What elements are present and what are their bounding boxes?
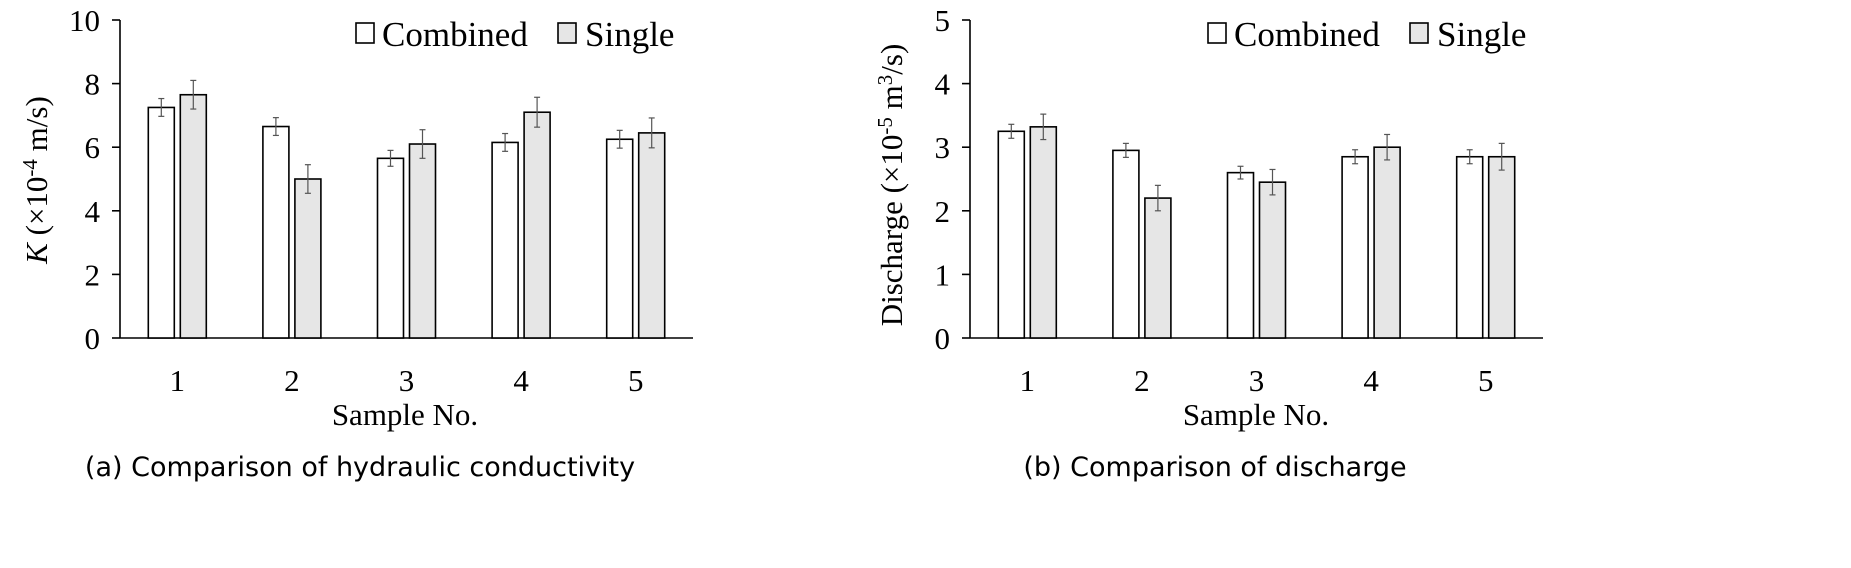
error-bar-a-single-1	[190, 79, 197, 110]
x-tick-label-a-3: 3	[399, 363, 415, 398]
x-tick-label-a-4: 4	[513, 363, 529, 398]
y-tick-label-a-0: 0	[85, 321, 101, 356]
x-tick-label-b-3: 3	[1249, 363, 1265, 398]
error-bar-a-combined-3	[387, 149, 394, 167]
y-tick-label-b-1: 1	[935, 257, 951, 292]
error-bar-b-single-1	[1040, 113, 1047, 141]
bar-a-single-2	[294, 178, 322, 339]
y-axis-title-b-exp2: 3	[873, 75, 897, 86]
y-axis-title-b-close: /s)	[874, 44, 909, 75]
y-ticks-a: 0 2 4 6 8 10	[69, 3, 120, 356]
legend-label-single-b: Single	[1437, 15, 1526, 54]
y-tick-label-b-5: 5	[935, 3, 951, 38]
bar-b-single-1	[1029, 126, 1058, 339]
bar-b-single-2	[1144, 197, 1172, 339]
y-axis-title-close: m/s)	[19, 96, 54, 159]
bar-a-single-4	[523, 111, 551, 339]
bar-a-combined-4	[491, 141, 519, 339]
bar-a-single-1	[179, 93, 208, 339]
error-bar-a-single-5	[648, 117, 655, 149]
bar-a-single-3	[408, 143, 437, 339]
y-tick-label-a-2: 2	[85, 257, 101, 292]
error-bar-a-combined-5	[616, 129, 623, 149]
bar-b-combined-1	[997, 130, 1026, 339]
bar-b-single-3	[1258, 181, 1287, 339]
bar-b-combined-2	[1112, 149, 1140, 339]
error-bar-b-combined-4	[1352, 149, 1359, 165]
legend-a: Combined Single	[355, 15, 674, 54]
error-bar-a-single-3	[419, 129, 426, 159]
y-tick-label-a-6: 6	[85, 130, 101, 165]
bar-b-combined-5	[1455, 155, 1484, 339]
x-tick-label-b-2: 2	[1134, 363, 1150, 398]
bar-a-single-5	[637, 132, 666, 339]
y-tick-label-b-3: 3	[935, 130, 951, 165]
y-tick-label-a-4: 4	[85, 194, 101, 229]
error-bar-b-single-3	[1269, 168, 1276, 196]
y-axis-title-open: (×10	[19, 177, 54, 244]
error-bar-a-single-2	[304, 164, 311, 194]
legend-label-combined-b: Combined	[1234, 15, 1380, 54]
bar-b-combined-4	[1341, 155, 1369, 339]
y-axis-title-exp: -4	[18, 159, 42, 177]
bar-a-combined-1	[147, 106, 176, 339]
legend-swatch-combined-a	[355, 22, 375, 44]
x-tick-label-b-4: 4	[1363, 363, 1379, 398]
x-tick-label-a-1: 1	[170, 363, 186, 398]
legend-b: Combined Single	[1207, 15, 1526, 54]
legend-swatch-single-b	[1409, 22, 1429, 44]
legend-swatch-single-a	[557, 22, 577, 44]
y-axis-title-b: Discharge (×10-5 m3/s)	[873, 44, 909, 327]
y-tick-label-b-4: 4	[935, 67, 951, 102]
bar-a-combined-2	[262, 125, 290, 339]
x-tick-label-b-5: 5	[1478, 363, 1494, 398]
y-tick-label-b-0: 0	[935, 321, 951, 356]
y-ticks-b: 0 1 2 3 4 5	[935, 3, 970, 356]
bar-a-combined-5	[605, 138, 634, 339]
x-ticks-b: 1 2 3 4 5	[1020, 363, 1494, 398]
legend-label-single-a: Single	[585, 15, 674, 54]
error-bar-a-combined-2	[272, 117, 279, 137]
bar-b-single-5	[1487, 155, 1516, 339]
error-bar-a-single-4	[534, 96, 541, 128]
error-bar-b-single-2	[1154, 184, 1161, 212]
y-tick-label-a-10: 10	[69, 3, 100, 38]
y-axis-title-b-exp: -5	[873, 117, 897, 135]
x-tick-label-b-1: 1	[1020, 363, 1036, 398]
bar-a-combined-3	[376, 157, 405, 339]
caption-a: (a) Comparison of hydraulic conductivity	[85, 452, 635, 483]
legend-label-combined-a: Combined	[382, 15, 528, 54]
error-bar-b-combined-2	[1122, 142, 1129, 158]
error-bar-a-combined-4	[502, 132, 509, 152]
error-bar-b-single-4	[1384, 133, 1391, 161]
x-axis-title-b: Sample No.	[1183, 397, 1329, 432]
error-bar-b-combined-5	[1466, 149, 1473, 165]
legend-swatch-combined-b	[1207, 22, 1227, 44]
x-axis-title-a: Sample No.	[332, 397, 478, 432]
bar-b-combined-3	[1226, 171, 1255, 339]
y-axis-title-symbol: K	[19, 241, 54, 265]
error-bar-b-combined-1	[1008, 123, 1015, 139]
y-tick-label-a-8: 8	[85, 67, 101, 102]
x-tick-label-a-5: 5	[628, 363, 644, 398]
y-tick-label-b-2: 2	[935, 194, 951, 229]
x-tick-label-a-2: 2	[284, 363, 300, 398]
caption-b: (b) Comparison of discharge	[1023, 452, 1406, 483]
x-ticks-a: 1 2 3 4 5	[170, 363, 644, 398]
y-axis-title-b-symbol: Discharge	[874, 201, 909, 326]
y-axis-title-a: K (×10-4 m/s)	[18, 96, 54, 265]
y-axis-title-b-mid: m	[874, 85, 909, 117]
bar-b-single-4	[1373, 146, 1401, 339]
bars-a	[147, 79, 666, 339]
error-bar-a-combined-1	[158, 97, 165, 117]
error-bar-b-combined-3	[1237, 165, 1244, 180]
error-bar-b-single-5	[1498, 142, 1505, 171]
bars-b	[997, 113, 1516, 339]
y-axis-title-b-open: (×10	[874, 135, 909, 202]
